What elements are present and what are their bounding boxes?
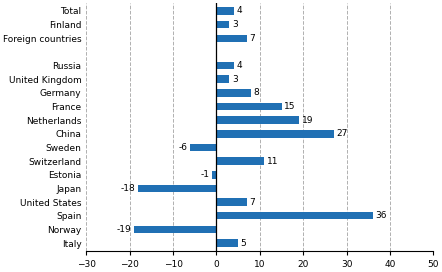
Bar — [217, 212, 373, 220]
Bar — [138, 185, 217, 192]
Text: 11: 11 — [267, 157, 278, 166]
Text: 4: 4 — [236, 7, 242, 16]
Bar — [217, 21, 229, 28]
Text: -19: -19 — [117, 225, 131, 234]
Text: 3: 3 — [232, 20, 238, 29]
Text: 27: 27 — [336, 129, 347, 138]
Text: 3: 3 — [232, 75, 238, 84]
Bar — [217, 130, 334, 138]
Text: 15: 15 — [284, 102, 296, 111]
Text: -1: -1 — [201, 170, 210, 179]
Bar — [217, 62, 234, 69]
Bar — [134, 225, 217, 233]
Bar — [217, 103, 282, 110]
Bar — [217, 75, 229, 83]
Bar — [191, 144, 217, 151]
Bar — [217, 239, 238, 247]
Bar — [212, 171, 217, 178]
Bar — [217, 116, 299, 124]
Text: 8: 8 — [254, 88, 259, 97]
Bar — [217, 89, 251, 97]
Text: 4: 4 — [236, 61, 242, 70]
Text: 36: 36 — [375, 211, 387, 220]
Bar — [217, 198, 247, 206]
Bar — [217, 35, 247, 42]
Text: 7: 7 — [249, 34, 255, 43]
Bar — [217, 157, 264, 165]
Text: -18: -18 — [121, 184, 136, 193]
Text: 19: 19 — [301, 116, 313, 125]
Text: 7: 7 — [249, 197, 255, 206]
Text: -6: -6 — [179, 143, 188, 152]
Text: 5: 5 — [241, 239, 247, 248]
Bar — [217, 7, 234, 15]
